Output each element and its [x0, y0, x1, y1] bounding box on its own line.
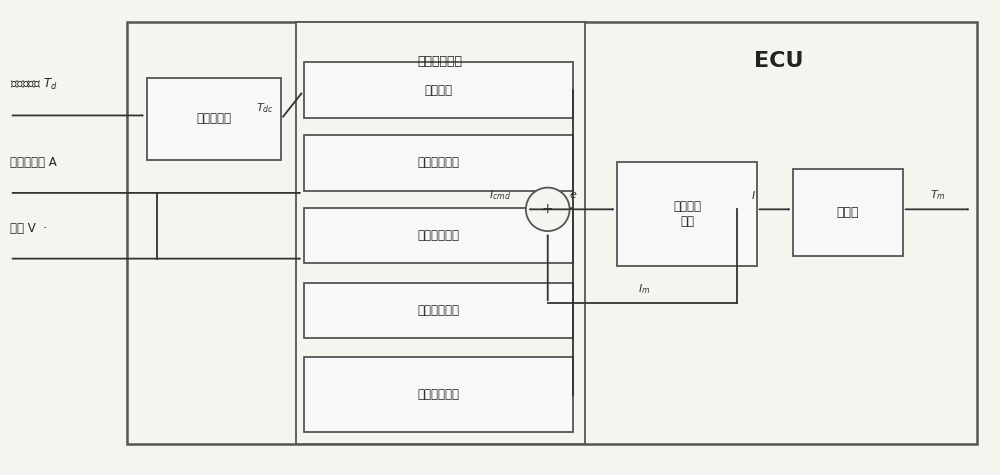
Text: 主动阻尼控制: 主动阻尼控制	[417, 229, 459, 242]
Text: 主动回正控制: 主动回正控制	[417, 156, 459, 170]
Text: $T_m$: $T_m$	[930, 189, 945, 202]
Bar	[617, 162, 757, 266]
Text: ECU: ECU	[754, 51, 803, 71]
Bar	[304, 283, 573, 338]
Bar	[127, 21, 977, 444]
Text: 转向盘角度 A: 转向盘角度 A	[10, 156, 56, 170]
Text: $I$: $I$	[751, 189, 756, 201]
Text: +: +	[542, 202, 554, 216]
Text: $e$: $e$	[569, 190, 578, 200]
Text: $I_{cmd}$: $I_{cmd}$	[489, 189, 511, 202]
Bar	[304, 135, 573, 190]
Text: $T_{dc}$: $T_{dc}$	[256, 102, 274, 115]
Text: 电动机: 电动机	[837, 206, 859, 219]
Bar	[304, 357, 573, 432]
Bar	[304, 62, 573, 118]
Bar	[147, 78, 281, 160]
Text: 惯板补偿器: 惯板补偿器	[197, 113, 232, 125]
Bar	[296, 21, 585, 444]
Bar	[304, 208, 573, 263]
Ellipse shape	[526, 188, 570, 231]
Text: 转向盘扭矩 $T_d$: 转向盘扭矩 $T_d$	[10, 77, 58, 92]
Text: 摩擦补偿控制: 摩擦补偿控制	[417, 388, 459, 401]
Text: 惯量补偿控制: 惯量补偿控制	[417, 304, 459, 317]
Text: 基本助力: 基本助力	[424, 84, 452, 96]
Text: 车速 V  ·: 车速 V ·	[10, 222, 47, 235]
Text: 力矩控制模块: 力矩控制模块	[418, 55, 463, 68]
Text: 电机控制
模块: 电机控制 模块	[673, 200, 701, 228]
Text: $I_m$: $I_m$	[638, 282, 650, 296]
Bar	[793, 170, 903, 256]
